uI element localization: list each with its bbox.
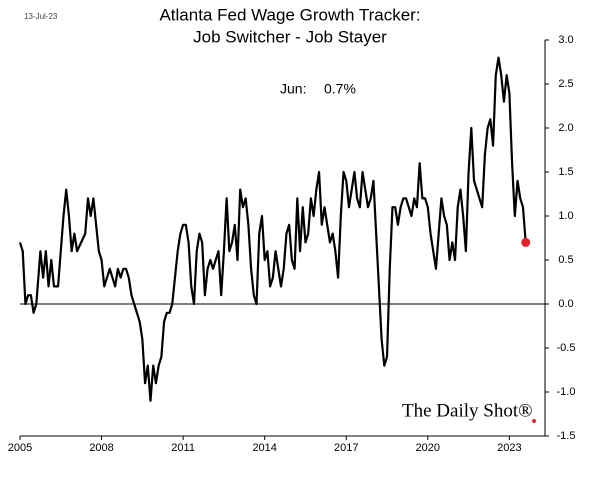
y-tick-label: 2.5 xyxy=(558,78,573,90)
y-tick-label: 0.0 xyxy=(558,298,573,310)
x-tick-label: 2017 xyxy=(334,442,358,454)
y-tick-label: 0.5 xyxy=(558,254,573,266)
x-tick-label: 2005 xyxy=(8,442,32,454)
x-tick-label: 2011 xyxy=(171,442,195,454)
x-tick-label: 2008 xyxy=(89,442,113,454)
y-tick-label: -0.5 xyxy=(557,342,576,354)
y-tick-label: 2.0 xyxy=(558,122,573,134)
date-label: 13-Jul-23 xyxy=(24,12,58,21)
y-tick-label: -1.0 xyxy=(557,386,576,398)
last-point xyxy=(521,237,531,247)
chart-title: Job Switcher - Job Stayer xyxy=(193,27,387,46)
y-tick-label: -1.5 xyxy=(557,430,576,442)
brand-dot xyxy=(532,419,536,423)
data-line xyxy=(18,56,527,402)
x-tick-label: 2023 xyxy=(497,442,521,454)
x-tick-label: 2014 xyxy=(252,442,276,454)
x-tick-label: 2020 xyxy=(416,442,440,454)
y-tick-label: 1.5 xyxy=(558,166,573,178)
y-tick-label: 1.0 xyxy=(558,210,573,222)
chart-title: Atlanta Fed Wage Growth Tracker: xyxy=(159,5,420,24)
y-tick-label: 3.0 xyxy=(558,34,573,46)
annotation-label: Jun: xyxy=(280,81,306,97)
source-brand: The Daily Shot® xyxy=(402,400,533,421)
annotation-value: 0.7% xyxy=(324,81,356,97)
